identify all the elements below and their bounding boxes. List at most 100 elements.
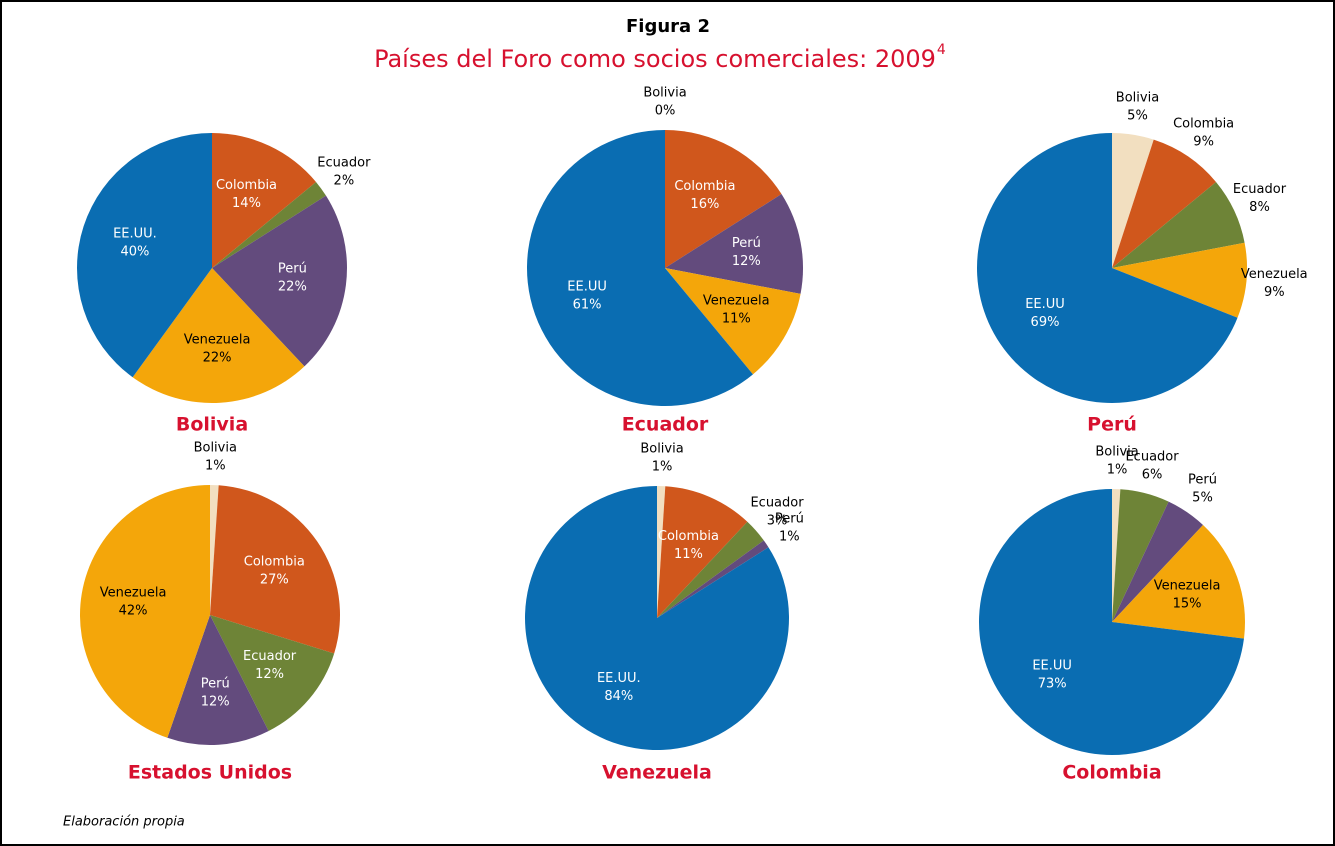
slice-value: 9% [1193, 135, 1214, 150]
slice-value: 22% [203, 350, 232, 365]
slice-label: EE.UU [1032, 658, 1072, 673]
pie-slice [1112, 139, 1217, 268]
slice-label: EE.UU [1025, 297, 1065, 312]
title-note: 4 [937, 42, 946, 58]
source: Elaboración propia [63, 815, 185, 830]
slice-value: 5% [1192, 490, 1213, 505]
slice-value: 9% [1264, 285, 1285, 300]
slice-label: Perú [732, 236, 761, 251]
slice-label: Ecuador [243, 649, 297, 664]
pie-title: Perú [1087, 414, 1137, 436]
slice-value: 42% [119, 604, 148, 619]
slice-value: 69% [1031, 315, 1060, 330]
slice-value: 11% [674, 547, 703, 562]
pie-title: Colombia [1062, 762, 1161, 784]
pie-title: Venezuela [602, 762, 712, 784]
pie-slice [1112, 489, 1169, 622]
slice-value: 27% [260, 572, 289, 587]
pie-slice [977, 133, 1238, 403]
slice-label: Perú [201, 676, 230, 691]
pie-slice [210, 485, 219, 615]
slice-value: 40% [121, 244, 150, 259]
pie-slice [1112, 525, 1245, 639]
pie-title: Bolivia [176, 414, 248, 436]
slice-label: Venezuela [703, 294, 770, 309]
figure-label: Figura 2 [626, 16, 710, 37]
slice-value: 12% [255, 667, 284, 682]
pie-slice [132, 268, 305, 403]
slice-label: Colombia [244, 554, 305, 569]
pie-slice [210, 615, 335, 732]
slice-label: Venezuela [100, 586, 167, 601]
pie-slice [212, 195, 347, 367]
slice-value: 1% [1107, 463, 1128, 478]
pie-slice [525, 486, 789, 751]
pie-slice [210, 485, 341, 654]
slice-label: Bolivia [194, 441, 237, 456]
slice-value: 8% [1249, 200, 1270, 215]
pie-slice [167, 615, 269, 746]
slice-label: Colombia [216, 178, 277, 193]
pie-slice [1112, 133, 1154, 268]
slice-value: 2% [334, 174, 355, 189]
pie-slice [1112, 181, 1245, 268]
slice-value: 1% [205, 459, 226, 474]
slice-value: 22% [278, 280, 307, 295]
slice-value: 5% [1127, 109, 1148, 124]
pie-slice [657, 521, 764, 618]
slice-value: 0% [655, 104, 676, 119]
pie-slice [979, 489, 1244, 755]
slice-value: 14% [232, 196, 261, 211]
slice-label: Perú [1188, 472, 1217, 487]
slice-label: Perú [278, 262, 307, 277]
slice-value: 15% [1173, 596, 1202, 611]
slice-label: Colombia [674, 179, 735, 194]
pie-slice [1112, 489, 1121, 622]
slice-label: Venezuela [1241, 267, 1308, 282]
slice-value: 12% [201, 694, 230, 709]
pie-slice [212, 133, 317, 268]
pie-slice [527, 130, 753, 406]
slice-value: 84% [604, 689, 633, 704]
slice-label: Ecuador [1125, 450, 1179, 465]
slice-label: Colombia [658, 529, 719, 544]
pie-slice [657, 486, 666, 618]
slice-value: 1% [652, 460, 673, 475]
slice-label: EE.UU. [597, 671, 641, 686]
slice-label: EE.UU. [113, 226, 157, 241]
slice-label: Bolivia [643, 86, 686, 101]
slice-label: Venezuela [184, 332, 251, 347]
slice-label: Bolivia [1116, 91, 1159, 106]
slice-value: 1% [779, 530, 800, 545]
pie-slice [79, 485, 210, 738]
slice-label: Perú [775, 512, 804, 527]
slice-label: Colombia [1173, 117, 1234, 132]
slice-label: Ecuador [317, 156, 371, 171]
pie-slice [657, 540, 769, 618]
pie-slice [665, 194, 803, 294]
pie-slice [657, 486, 748, 618]
slice-label: Ecuador [1233, 182, 1287, 197]
slice-label: Bolivia [1095, 445, 1138, 460]
slice-value: 6% [1142, 468, 1163, 483]
slice-label: Ecuador [750, 496, 804, 511]
slice-label: Venezuela [1154, 578, 1221, 593]
pie-slice [1112, 501, 1204, 622]
slice-label: Bolivia [640, 442, 683, 457]
pie-title: Estados Unidos [128, 762, 292, 784]
slice-value: 11% [722, 312, 751, 327]
pie-slice [1112, 242, 1247, 318]
pie-slice [665, 268, 801, 375]
slice-value: 73% [1038, 676, 1067, 691]
slice-value: 3% [767, 514, 788, 529]
slice-value: 61% [573, 298, 602, 313]
pie-slice [77, 133, 213, 378]
slice-value: 12% [732, 254, 761, 269]
slice-label: EE.UU [567, 280, 607, 295]
pie-slice [665, 130, 782, 268]
pie-title: Ecuador [622, 414, 709, 436]
slice-value: 16% [690, 197, 719, 212]
pie-slice [212, 181, 326, 268]
figure-title: Países del Foro como socios comerciales:… [374, 45, 936, 73]
